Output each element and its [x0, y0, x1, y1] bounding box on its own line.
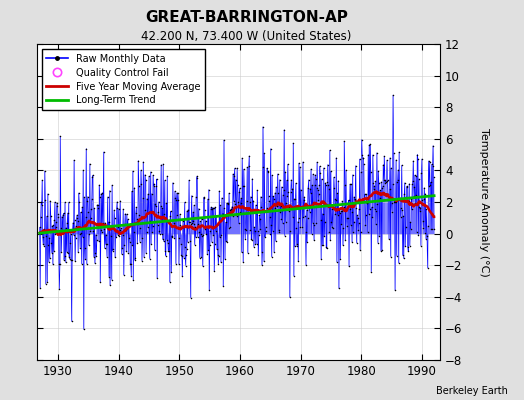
Text: 42.200 N, 73.400 W (United States): 42.200 N, 73.400 W (United States)	[141, 30, 352, 43]
Legend: Raw Monthly Data, Quality Control Fail, Five Year Moving Average, Long-Term Tren: Raw Monthly Data, Quality Control Fail, …	[41, 49, 205, 110]
Y-axis label: Temperature Anomaly (°C): Temperature Anomaly (°C)	[479, 128, 489, 276]
Text: Berkeley Earth: Berkeley Earth	[436, 386, 508, 396]
Text: GREAT-BARRINGTON-AP: GREAT-BARRINGTON-AP	[145, 10, 348, 25]
